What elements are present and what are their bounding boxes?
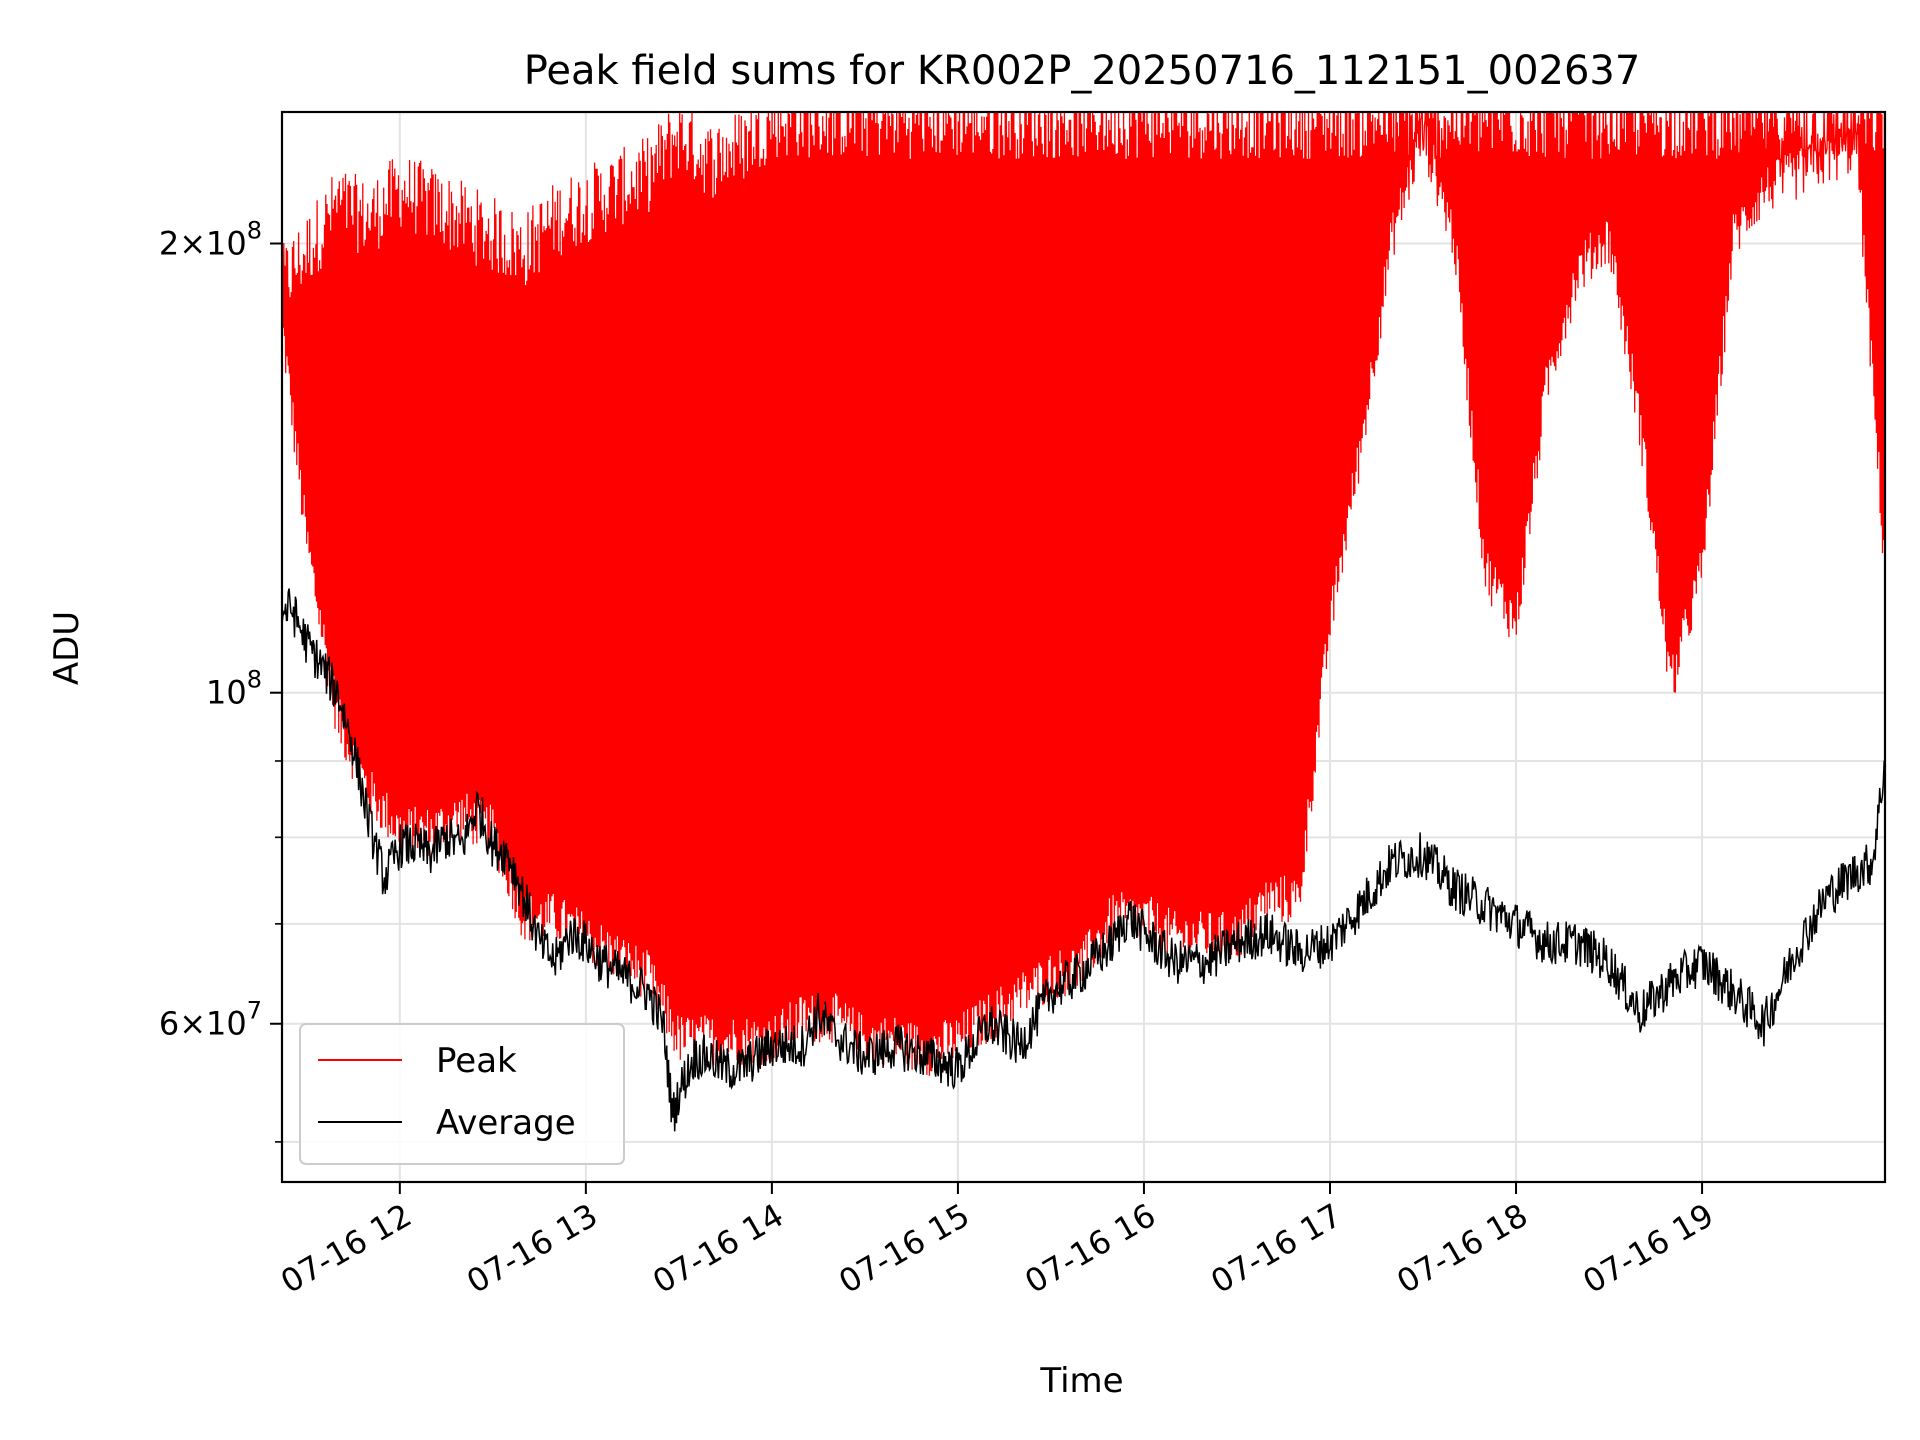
- plot-area: [282, 112, 1885, 1132]
- y-tick-label: 6×107: [159, 997, 262, 1043]
- axes-frame: [280, 110, 1887, 1184]
- y-tick-label: 2×108: [159, 217, 262, 263]
- series-line-peak: [282, 112, 1885, 1076]
- legend: Peak Average: [299, 1023, 625, 1165]
- y-axis-label: ADU: [47, 611, 87, 685]
- y-tick-label: 108: [206, 666, 262, 712]
- y-axis: 6×107 108 2×108: [159, 217, 282, 1143]
- legend-label-average: Average: [436, 1103, 576, 1143]
- legend-label-peak: Peak: [436, 1041, 517, 1081]
- x-axis-label: Time: [1039, 1361, 1123, 1401]
- series-line-average: [282, 588, 1885, 1132]
- chart-title: Peak field sums for KR002P_20250716_1121…: [524, 48, 1641, 94]
